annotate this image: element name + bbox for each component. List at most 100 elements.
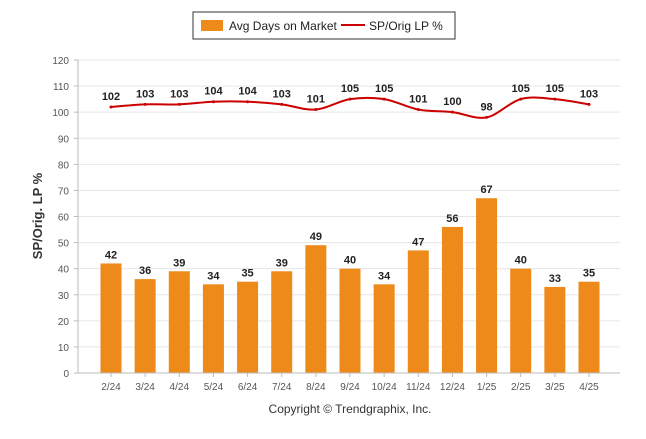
line-value-label: 105 (512, 83, 530, 95)
bar-value-label: 33 (549, 273, 561, 285)
y-tick-label: 120 (52, 56, 69, 67)
line-value-label: 100 (443, 96, 461, 108)
bar-labels: 42 36 39 34 35 39 49 40 34 47 56 67 40 33 35 (105, 184, 595, 285)
grid-lines (78, 59, 620, 348)
line-value-label: 101 (409, 94, 427, 106)
line-value-label: 101 (307, 94, 325, 106)
bar-value-label: 34 (207, 270, 220, 282)
y-tick-label: 100 (52, 108, 69, 119)
x-tick-label: 11/24 (406, 382, 431, 393)
x-tick-label: 6/24 (238, 382, 258, 393)
y-tick-label: 30 (58, 291, 70, 302)
line-value-label: 103 (136, 88, 154, 100)
y-tick-label: 110 (53, 82, 69, 93)
line-value-label: 104 (204, 86, 223, 98)
line-value-label: 104 (238, 86, 257, 98)
bar-value-label: 35 (241, 268, 253, 280)
x-tick-label: 4/24 (170, 382, 190, 393)
x-tick-label: 1/25 (477, 382, 497, 393)
bar (510, 268, 532, 373)
bar (134, 279, 156, 373)
legend-bar-label: Avg Days on Market (229, 19, 337, 33)
bar-value-label: 36 (139, 265, 151, 277)
bar (578, 281, 600, 373)
bar (305, 245, 327, 373)
y-tick-label: 50 (58, 239, 70, 250)
line-point (314, 108, 318, 112)
bar (202, 284, 224, 373)
x-tick-label: 2/24 (101, 382, 121, 393)
bar-value-label: 39 (173, 257, 185, 269)
y-tick-label: 70 (58, 186, 70, 197)
line-point (553, 97, 557, 101)
x-tick-label: 7/24 (272, 382, 292, 393)
line-value-label: 103 (273, 88, 291, 100)
bar-value-label: 67 (480, 184, 492, 196)
bar (339, 268, 361, 373)
line-value-label: 105 (375, 83, 393, 95)
y-tick-label: 10 (58, 343, 70, 354)
y-tick-label: 60 (58, 213, 70, 224)
x-tick-label: 4/25 (579, 382, 599, 393)
line-point (416, 108, 420, 112)
line-value-label: 105 (546, 83, 564, 95)
x-tick-label: 3/25 (545, 382, 565, 393)
line-point (485, 115, 489, 119)
bar-value-label: 39 (276, 257, 288, 269)
line-value-label: 103 (580, 88, 598, 100)
line-labels: 102 103 103 104 104 103 101 105 105 101 100 98 105 10… (102, 83, 598, 113)
line-point (587, 102, 591, 106)
line-point (382, 97, 386, 101)
bar-value-label: 49 (310, 231, 322, 243)
bar (476, 198, 498, 373)
bar-value-label: 42 (105, 249, 117, 261)
bars (100, 198, 600, 373)
y-tick-label: 20 (58, 317, 70, 328)
x-tick-label: 5/24 (204, 382, 224, 393)
legend-line-label: SP/Orig LP % (369, 19, 443, 33)
x-tick-label: 8/24 (306, 382, 326, 393)
x-tick-label: 2/25 (511, 382, 531, 393)
y-axis-label: SP/Orig. LP % (30, 172, 45, 259)
line-series (109, 96, 591, 119)
y-tick-label: 0 (63, 369, 69, 380)
bar-value-label: 47 (412, 236, 424, 248)
line-point (348, 97, 352, 101)
x-tick-label: 10/24 (372, 382, 397, 393)
y-tick-label: 80 (58, 160, 70, 171)
line-point (519, 97, 523, 101)
line-point (143, 102, 147, 106)
line-value-label: 103 (170, 88, 188, 100)
bar (237, 281, 259, 373)
bar-value-label: 56 (446, 213, 458, 225)
line-point (450, 110, 454, 114)
line-point (211, 100, 215, 104)
y-tick-label: 40 (58, 265, 70, 276)
line-point (246, 100, 250, 104)
x-tick-label: 3/24 (135, 382, 155, 393)
line-point (177, 102, 181, 106)
bar (441, 226, 463, 373)
copyright-text: Copyright © Trendgraphix, Inc. (269, 402, 432, 416)
bar-value-label: 35 (583, 268, 595, 280)
y-axis-ticks: 0 10 20 30 40 50 60 70 80 90 100 110 120 (52, 56, 78, 380)
x-tick-label: 9/24 (340, 382, 360, 393)
legend: Avg Days on Market SP/Orig LP % (192, 11, 456, 40)
line-value-label: 98 (480, 101, 492, 113)
bar-value-label: 40 (515, 255, 527, 267)
bar (407, 250, 429, 373)
line-value-label: 105 (341, 83, 359, 95)
x-axis-ticks: 2/24 3/24 4/24 5/24 6/24 7/24 8/24 9/24 10/24 11/… (101, 373, 599, 393)
line-point (280, 102, 284, 106)
line-value-label: 102 (102, 91, 120, 103)
bar-value-label: 40 (344, 255, 356, 267)
bar (271, 271, 293, 373)
bar-value-label: 34 (378, 270, 391, 282)
legend-bar-swatch (201, 20, 223, 31)
x-tick-label: 12/24 (440, 382, 465, 393)
bar (544, 286, 566, 373)
line-point (109, 105, 113, 109)
legend-box (192, 11, 456, 40)
